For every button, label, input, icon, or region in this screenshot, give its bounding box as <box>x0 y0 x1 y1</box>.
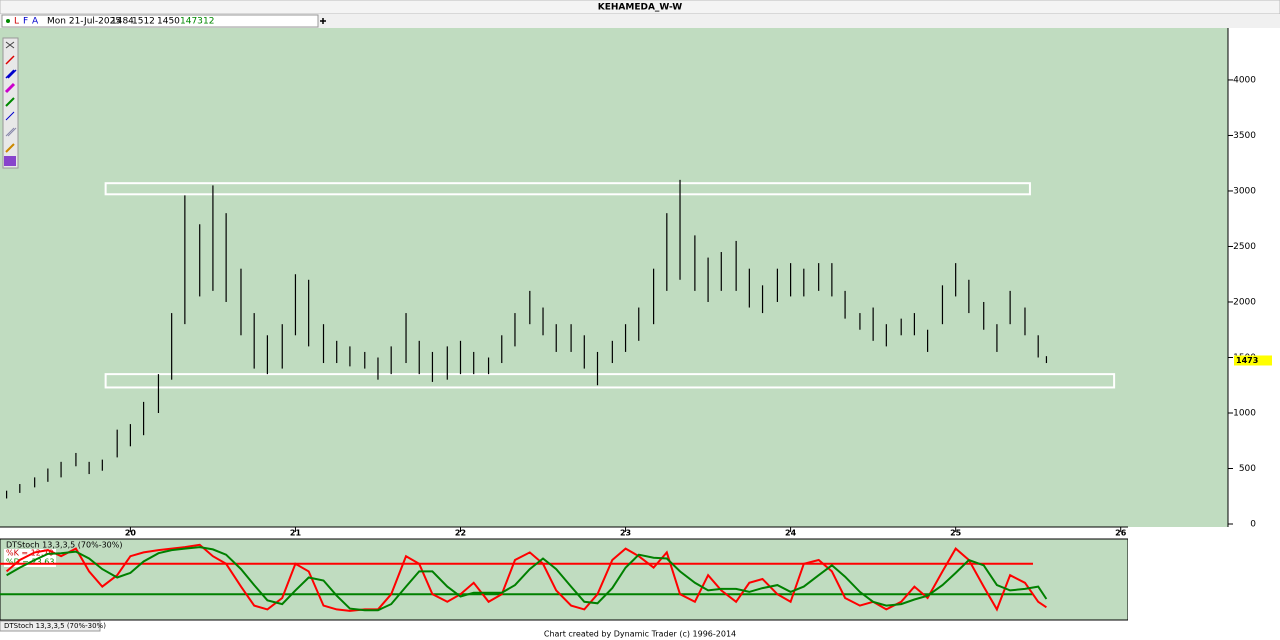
quote-low: 1450 <box>157 17 180 27</box>
tool-icon[interactable] <box>5 69 17 79</box>
y-tick-label: 4000 <box>1233 75 1256 85</box>
quote-bars: 12 <box>203 17 214 27</box>
tool-icon[interactable] <box>4 82 16 94</box>
quote-open: 1484 <box>111 17 134 27</box>
last-price-label: 1473 <box>1236 356 1258 365</box>
tool-f[interactable]: F <box>23 17 28 27</box>
price-plot-bg <box>0 28 1228 527</box>
tool-icon[interactable] <box>5 55 15 65</box>
footer: Chart created by Dynamic Trader (c) 1996… <box>544 630 736 639</box>
x-tick-label: 22 <box>455 529 466 538</box>
indicator-tab[interactable] <box>0 620 101 632</box>
drawing-tools <box>2 37 19 169</box>
tool-icon[interactable] <box>5 97 15 107</box>
tool-icon[interactable] <box>5 127 17 137</box>
last-price-box <box>1234 355 1272 366</box>
quote-close: 1473 <box>180 17 203 27</box>
corner-bg <box>1128 527 1280 640</box>
x-tick-label: 25 <box>950 529 962 538</box>
y-tick-label: 1000 <box>1233 408 1256 418</box>
y-tick-label: 3000 <box>1233 186 1256 196</box>
x-tick-label: 20 <box>125 529 137 538</box>
stoch-line <box>5 543 1047 612</box>
k-readout: %K = 12.70 <box>6 549 54 558</box>
y-tick-label: 2000 <box>1233 297 1256 307</box>
y-tick-label: 500 <box>1239 464 1256 474</box>
window-title: KEHAMEDA_W-W <box>598 3 683 13</box>
tool-icon[interactable] <box>5 111 15 121</box>
stoch-title: DTStoch 13,3,3,5 (70%-30%) <box>6 541 122 550</box>
add-button[interactable] <box>320 18 326 24</box>
x-tick-label: 24 <box>785 529 797 538</box>
y-tick-label: 0 <box>1250 520 1256 530</box>
quote-high: 1512 <box>132 17 155 27</box>
status-dot <box>6 19 10 23</box>
quote-date: Mon 21-Jul-2025 <box>47 17 121 27</box>
toolbar <box>0 14 1280 28</box>
tool-a[interactable]: A <box>32 17 39 27</box>
x-tick-label: 26 <box>1115 529 1127 538</box>
y-tick-label: 2500 <box>1233 242 1256 252</box>
quote-box <box>1 14 319 28</box>
indicator-tab-label[interactable]: DTStoch 13,3,3,5 (70%-30%) <box>4 622 106 630</box>
y-tick-label: 3500 <box>1233 131 1256 141</box>
price-zone <box>104 182 1031 196</box>
price-zone <box>104 373 1116 389</box>
stoch-line <box>6 546 1048 612</box>
tool-icon[interactable] <box>4 156 16 166</box>
x-tick-label: 21 <box>290 529 302 538</box>
tool-icon[interactable] <box>5 143 15 153</box>
tool-l[interactable]: L <box>14 17 19 27</box>
x-tick-label: 23 <box>620 529 631 538</box>
tool-icon[interactable] <box>5 41 15 49</box>
